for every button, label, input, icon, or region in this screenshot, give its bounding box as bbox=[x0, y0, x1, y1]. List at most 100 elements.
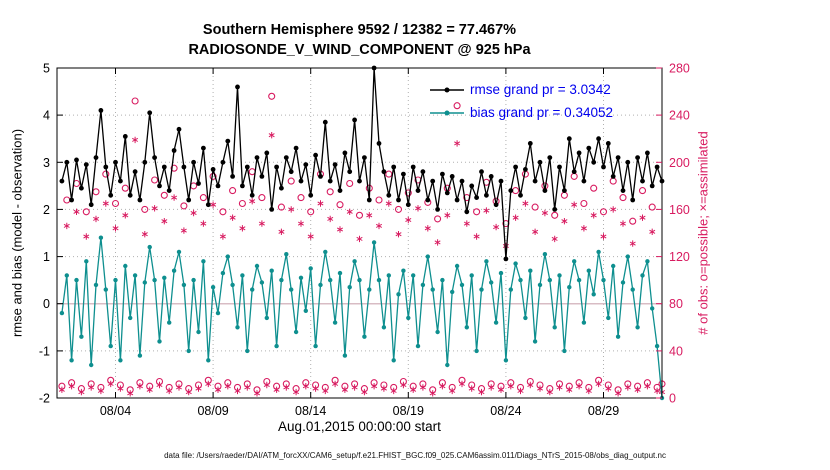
rmse-marker bbox=[401, 171, 406, 177]
bias-marker bbox=[498, 270, 504, 276]
assimilated-obs-marker bbox=[522, 200, 529, 207]
rmse-marker bbox=[152, 155, 158, 161]
bias-marker bbox=[328, 277, 333, 283]
bias-marker bbox=[332, 320, 338, 325]
possible-obs-marker bbox=[551, 211, 559, 219]
rmse-marker bbox=[503, 256, 509, 262]
bias-marker bbox=[586, 268, 591, 273]
rmse-marker bbox=[410, 164, 416, 170]
assimilated-obs-marker bbox=[405, 216, 412, 224]
assimilated-obs-marker bbox=[551, 235, 558, 243]
assimilated-obs-marker bbox=[649, 228, 656, 235]
possible-obs-marker bbox=[111, 199, 120, 208]
assimilated-obs-marker bbox=[585, 387, 592, 395]
axis-box bbox=[56, 67, 663, 399]
bias-marker bbox=[581, 320, 587, 325]
rmse-marker bbox=[308, 192, 314, 198]
rmse-marker bbox=[313, 152, 318, 158]
bias-marker bbox=[254, 263, 260, 269]
rmse-marker bbox=[537, 159, 543, 165]
bias-marker bbox=[84, 259, 89, 264]
assimilated-obs-marker bbox=[68, 383, 75, 390]
bias-marker bbox=[654, 343, 660, 349]
assimilated-obs-marker bbox=[307, 233, 314, 240]
rmse-marker bbox=[186, 197, 192, 203]
bias-marker bbox=[196, 329, 201, 335]
rmse-marker bbox=[557, 164, 562, 170]
rmse-marker bbox=[274, 164, 279, 170]
possible-obs-marker bbox=[307, 208, 315, 216]
rmse-marker bbox=[591, 159, 597, 165]
assimilated-obs-marker bbox=[88, 384, 95, 391]
bias-marker bbox=[152, 277, 157, 283]
rmse-marker bbox=[176, 126, 182, 132]
rmse-marker bbox=[74, 157, 79, 163]
legend-samples bbox=[430, 87, 464, 116]
left-tick-label: 0 bbox=[43, 297, 50, 311]
bias-marker bbox=[313, 343, 318, 349]
assimilated-obs-marker bbox=[214, 386, 222, 393]
rmse-marker bbox=[244, 164, 250, 170]
rmse-marker bbox=[347, 169, 353, 175]
rmse-marker bbox=[420, 169, 426, 175]
assimilated-obs-marker bbox=[244, 384, 251, 391]
bias-marker bbox=[450, 289, 455, 295]
assimilated-obs-marker bbox=[419, 384, 426, 391]
bias-marker bbox=[562, 348, 567, 354]
series-bias bbox=[59, 235, 665, 401]
rmse-marker bbox=[220, 159, 226, 165]
possible-obs-marker bbox=[512, 187, 520, 195]
assimilated-obs-marker bbox=[468, 385, 475, 392]
rmse-marker bbox=[322, 119, 328, 125]
rmse-marker bbox=[215, 183, 221, 189]
possible-obs-marker bbox=[619, 194, 627, 202]
assimilated-obs-marker bbox=[527, 381, 534, 389]
bias-marker bbox=[132, 273, 138, 278]
bias-marker bbox=[484, 259, 489, 264]
bias-marker bbox=[547, 277, 552, 283]
bias-marker bbox=[371, 240, 377, 245]
assimilated-obs-marker bbox=[449, 387, 456, 395]
assimilated-obs-marker bbox=[317, 200, 324, 207]
rmse-marker bbox=[264, 150, 270, 156]
rmse-marker bbox=[508, 188, 514, 194]
assimilated-obs-marker bbox=[571, 201, 578, 208]
possible-obs-marker bbox=[336, 201, 344, 209]
possible-obs-marker bbox=[560, 191, 568, 199]
rmse-marker bbox=[201, 145, 206, 151]
assimilated-obs-marker bbox=[507, 383, 514, 390]
bias-marker bbox=[147, 244, 152, 250]
bias-marker bbox=[113, 277, 118, 283]
assimilated-obs-marker bbox=[156, 381, 163, 389]
bias-marker bbox=[298, 275, 304, 280]
bias-marker bbox=[557, 273, 562, 278]
bias-marker bbox=[425, 254, 430, 259]
rmse-marker bbox=[513, 164, 518, 170]
possible-obs-marker bbox=[131, 97, 139, 105]
rmse-marker bbox=[435, 207, 440, 212]
bias-marker bbox=[367, 287, 372, 292]
assimilated-obs-marker bbox=[629, 240, 636, 247]
rmse-marker bbox=[474, 195, 479, 201]
assimilated-obs-marker bbox=[590, 212, 597, 219]
rmse-marker bbox=[454, 197, 460, 203]
assimilated-obs-marker bbox=[605, 385, 612, 392]
bias-marker bbox=[420, 282, 426, 288]
possible-obs-marker bbox=[473, 208, 481, 216]
assimilated-obs-marker bbox=[302, 383, 309, 390]
bias-line bbox=[61, 237, 663, 399]
bias-marker bbox=[542, 252, 548, 257]
bias-marker bbox=[176, 249, 182, 255]
assimilated-obs-marker bbox=[297, 220, 304, 227]
bias-marker bbox=[596, 249, 601, 255]
assimilated-obs-marker bbox=[439, 383, 446, 390]
rmse-marker bbox=[449, 174, 455, 179]
bias-marker bbox=[625, 254, 630, 259]
bias-marker bbox=[454, 263, 460, 269]
possible-obs-marker bbox=[385, 170, 393, 178]
bias-marker bbox=[440, 277, 445, 283]
rmse-marker bbox=[171, 148, 177, 153]
rmse-marker bbox=[440, 171, 445, 177]
assimilated-obs-marker bbox=[366, 212, 373, 219]
